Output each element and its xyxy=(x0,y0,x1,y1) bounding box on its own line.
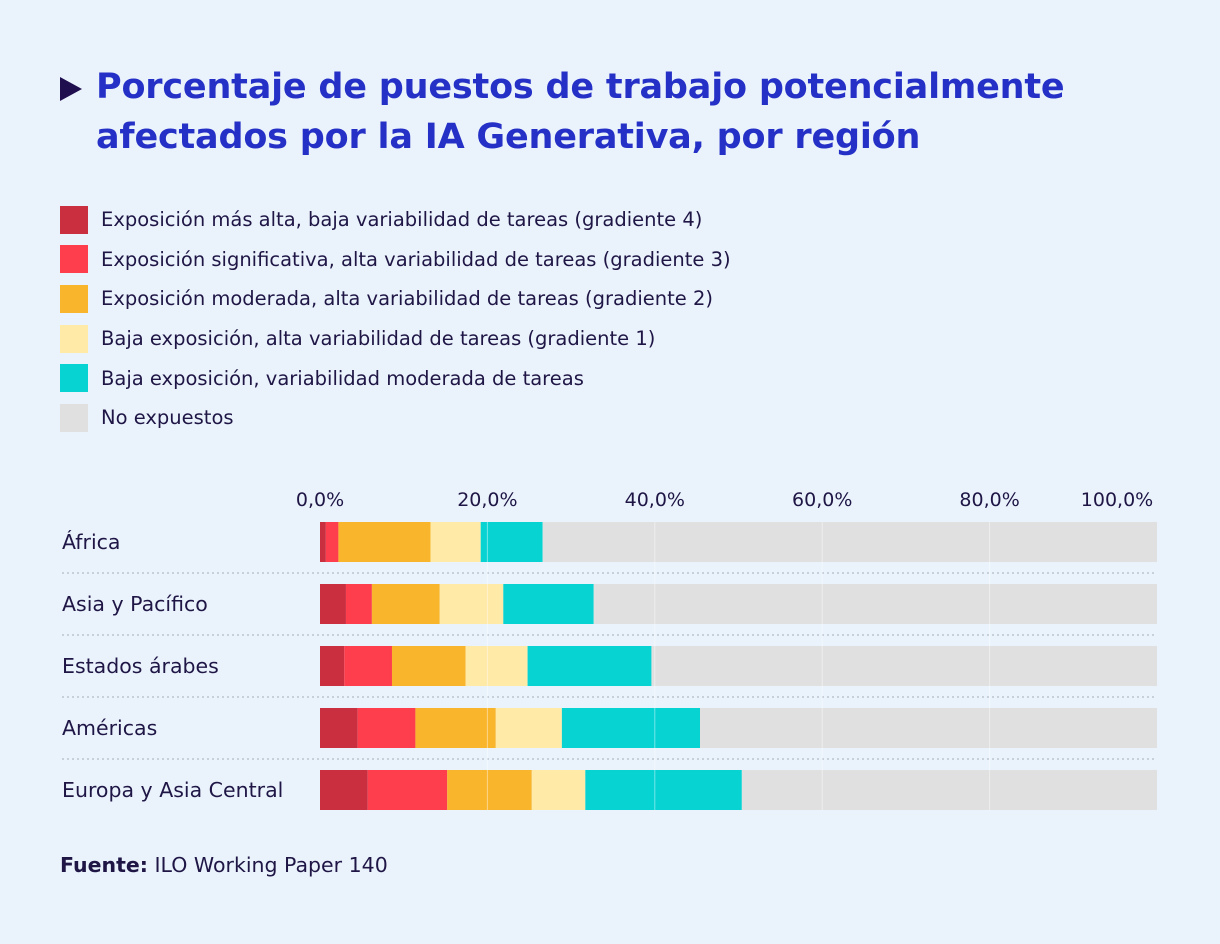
legend-label: Baja exposición, alta variabilidad de ta… xyxy=(101,327,656,351)
x-tick-label: 80,0% xyxy=(959,489,1019,511)
x-tick-label: 0,0% xyxy=(296,489,344,511)
bar-segment xyxy=(357,708,416,748)
legend-swatch xyxy=(60,403,88,432)
x-tick-label: 40,0% xyxy=(625,489,685,511)
bar-segment xyxy=(561,708,700,748)
legend-label: Exposición moderada, alta variabilidad d… xyxy=(101,287,713,311)
legend-label: Exposición más alta, baja variabilidad d… xyxy=(101,208,703,232)
category-label: Asia y Pacífico xyxy=(62,592,208,616)
legend-swatch xyxy=(60,245,88,274)
bar-segment xyxy=(320,584,346,624)
bar-segment xyxy=(527,646,652,686)
legend-item: Exposición más alta, baja variabilidad d… xyxy=(60,200,731,240)
legend-label: Baja exposición, variabilidad moderada d… xyxy=(101,366,584,390)
legend-item: Exposición moderada, alta variabilidad d… xyxy=(60,279,731,319)
bar-segment xyxy=(367,770,448,810)
bar-segment xyxy=(699,708,1157,748)
bar-segment xyxy=(345,584,372,624)
bar-segment xyxy=(465,646,528,686)
bar-segment xyxy=(651,646,1157,686)
legend-label: Exposición significativa, alta variabili… xyxy=(101,247,731,271)
category-label: África xyxy=(62,529,120,554)
bar-segment xyxy=(495,708,562,748)
category-label: Américas xyxy=(62,716,157,740)
legend-item: Baja exposición, alta variabilidad de ta… xyxy=(60,319,731,359)
bar-segment xyxy=(338,522,431,562)
bar-segment xyxy=(503,584,594,624)
legend-swatch xyxy=(60,205,88,234)
bar-segment xyxy=(320,522,326,562)
chart-title: Porcentaje de puestos de trabajo potenci… xyxy=(96,67,1065,157)
bar-segment xyxy=(325,522,339,562)
bar-segment xyxy=(531,770,586,810)
category-label: Europa y Asia Central xyxy=(62,778,283,802)
bar-segment xyxy=(585,770,742,810)
chart-title-block: Porcentaje de puestos de trabajo potenci… xyxy=(60,62,1160,162)
legend: Exposición más alta, baja variabilidad d… xyxy=(60,200,731,438)
source-text: ILO Working Paper 140 xyxy=(154,853,388,877)
bar-segment xyxy=(447,770,532,810)
bar-segment xyxy=(320,770,368,810)
bar-segment xyxy=(320,646,345,686)
legend-item: No expuestos xyxy=(60,398,731,438)
bar-segment xyxy=(415,708,496,748)
bar-segment xyxy=(480,522,543,562)
x-tick-label: 100,0% xyxy=(1081,489,1153,511)
stacked-bar-chart: 0,0% 20,0% 40,0% 60,0% 80,0% 100,0% África Asia… xyxy=(62,489,1157,810)
bar-segment xyxy=(741,770,1157,810)
legend-swatch xyxy=(60,284,88,313)
legend-label: No expuestos xyxy=(101,406,234,430)
bar-segment xyxy=(542,522,1157,562)
x-tick-label: 20,0% xyxy=(457,489,517,511)
source-note: Fuente: ILO Working Paper 140 xyxy=(60,853,388,877)
legend-swatch xyxy=(60,364,88,393)
legend-item: Baja exposición, variabilidad moderada d… xyxy=(60,358,731,398)
bar-segment xyxy=(391,646,466,686)
bar-segment xyxy=(371,584,440,624)
grid-lines xyxy=(486,522,991,810)
x-tick-label: 60,0% xyxy=(792,489,852,511)
bar-segment xyxy=(593,584,1157,624)
play-triangle-icon xyxy=(60,77,82,101)
source-label: Fuente: xyxy=(60,853,148,877)
bar-segment xyxy=(344,646,392,686)
bar-segment xyxy=(320,708,358,748)
category-label: Estados árabes xyxy=(62,654,219,678)
legend-item: Exposición significativa, alta variabili… xyxy=(60,240,731,280)
bar-segment xyxy=(439,584,504,624)
legend-swatch xyxy=(60,324,88,353)
bar-segment xyxy=(430,522,481,562)
